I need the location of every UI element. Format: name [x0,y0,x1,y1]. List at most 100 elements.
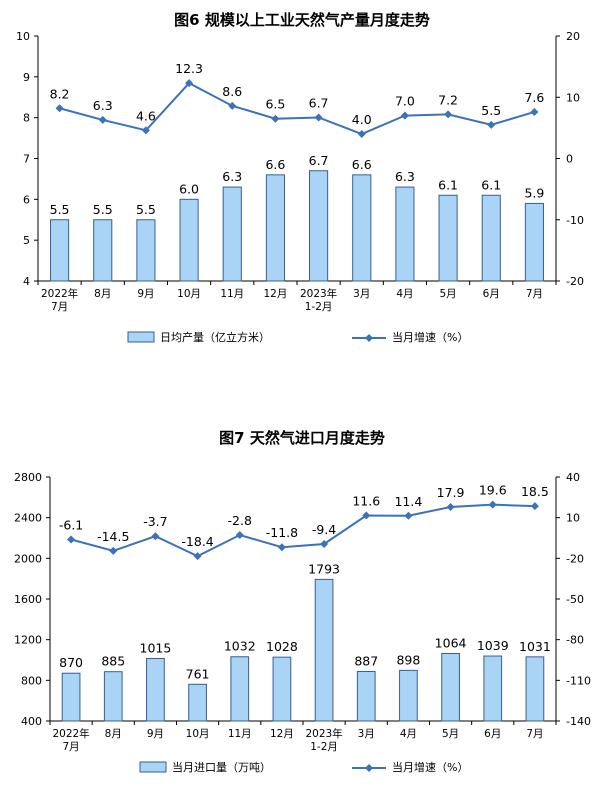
left-tick-label: 800 [21,674,42,687]
bar-data-label: 6.3 [222,169,242,184]
chart-title: 图6 规模以上工业天然气产量月度走势 [174,11,430,29]
left-tick-label: 400 [21,715,42,728]
bar-data-label: 1032 [224,639,256,654]
line-point [67,535,76,544]
bar [136,219,156,282]
line-point [444,110,453,119]
bar [395,186,415,282]
line-data-label: 7.0 [395,94,415,109]
bar-data-label: 6.3 [395,169,415,184]
bar-data-label: 1039 [477,638,509,653]
line-data-label: 17.9 [437,485,465,500]
right-tick-label: 10 [566,512,580,525]
left-tick-label: 7 [23,153,30,166]
line-point [530,107,539,116]
bar-data-label: 1793 [308,561,340,576]
bar-data-label: 761 [186,666,210,681]
line-point [193,552,202,561]
line-data-label: 8.6 [222,84,242,99]
x-tick-label: 11月 [228,728,252,740]
line-point [271,114,280,123]
x-tick-label: 3月 [353,288,370,300]
legend-bar-label: 日均产量（亿立方米） [160,330,270,344]
left-tick-label: 1600 [14,593,42,606]
bar-data-label: 1028 [266,639,298,654]
line-point [488,500,497,509]
left-tick-label: 2000 [14,552,42,565]
bar-data-label: 6.6 [352,157,372,172]
line-data-label: 7.2 [438,92,458,107]
line-data-label: -3.7 [143,514,167,529]
bar [93,219,113,282]
right-tick-label: 10 [566,91,580,104]
bar [525,656,545,722]
bar-data-label: 5.5 [93,202,113,217]
right-tick-label: -80 [566,634,584,647]
line-data-label: 19.6 [479,483,507,498]
x-tick-label: 2023年 [305,727,342,740]
bar [481,194,501,282]
bar [352,174,372,282]
bar [483,655,503,722]
chart-natural-gas-production: 图6 规模以上工业天然气产量月度走势 4 5 6 7 8 9 10 -20 -10 0 10 20 5.5… [0,0,604,380]
left-tick-label: 8 [23,112,30,125]
right-tick-label: 40 [566,471,580,484]
left-tick-label: 6 [23,193,30,206]
bar-data-label: 6.1 [438,177,458,192]
bar [356,670,376,722]
left-tick-label: 2400 [14,512,42,525]
line-point [109,546,118,555]
legend-bar-label: 当月进口量（万吨） [172,760,271,774]
x-tick-label: 9月 [137,288,154,300]
x-tick-label: 4月 [396,288,413,300]
line-point [404,511,413,520]
line-data-label: 18.5 [521,484,549,499]
legend-line-marker [365,764,373,772]
legend-line-label: 当月增速（%） [392,760,468,774]
line-point [400,111,409,120]
right-tick-label: -20 [566,552,584,565]
bar [399,669,418,722]
x-tick-label: 7月 [51,301,68,313]
line-point [235,531,244,540]
x-tick-label: 5月 [439,288,456,300]
bar-data-label: 898 [396,652,420,667]
line-data-label: 6.7 [309,95,329,110]
chart-natural-gas-imports: 图7 天然气进口月度走势 400 800 1200 1600 2000 2400 2800 -1… [0,418,604,802]
line-point [446,502,455,511]
line-point [357,130,366,138]
line-data-label: 11.4 [394,494,422,509]
x-tick-label: 6月 [484,728,501,740]
legend-bar-swatch [127,331,155,343]
bar [50,219,70,282]
left-tick-label: 5 [23,234,30,247]
chart7-svg: 图7 天然气进口月度走势 400 800 1200 1600 2000 2400 2800 -1… [14,429,591,774]
x-tick-label: 6月 [483,288,500,300]
legend-line-marker [365,334,373,342]
chart-title: 图7 天然气进口月度走势 [219,429,385,447]
line-series-path [70,503,535,558]
left-tick-label: 9 [23,71,30,84]
x-tick-label: 2022年 [52,727,89,740]
x-tick-label: 10月 [177,288,201,300]
x-tick-label: 1-2月 [305,301,333,313]
line-data-label: 6.5 [265,97,285,112]
x-tick-label: 7月 [62,741,79,753]
bar [309,170,329,282]
right-tick-label: 20 [566,30,580,43]
line-point [320,539,329,548]
x-tick-label: 11月 [220,288,244,300]
bar [146,657,165,722]
line-data-label: 7.6 [524,90,544,105]
legend-bar-swatch [139,761,167,773]
bar [103,671,123,722]
bar-data-label: 5.5 [136,202,156,217]
bar-data-label: 1031 [519,639,551,654]
right-tick-label: -110 [566,674,591,687]
line-data-label: 5.5 [481,103,501,118]
x-tick-label: 9月 [147,728,164,740]
x-tick-label: 7月 [526,728,543,740]
bar-data-label: 6.7 [309,153,329,168]
line-data-label: -18.4 [181,534,213,549]
line-point [530,502,539,511]
